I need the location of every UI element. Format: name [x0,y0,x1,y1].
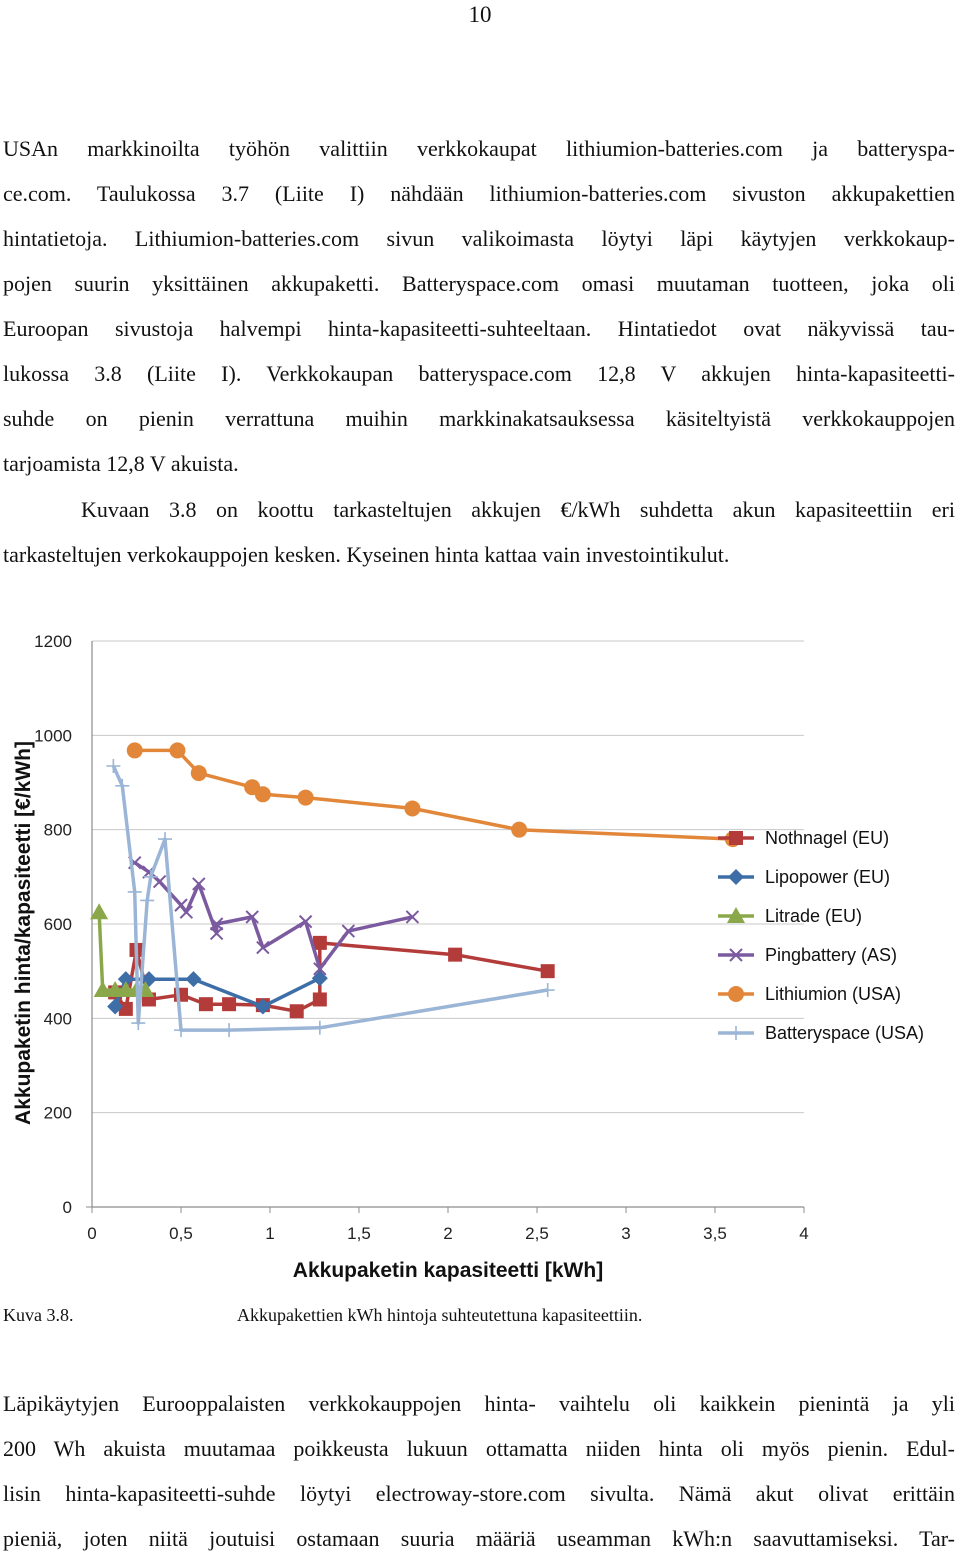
data-point-lipopower-eu [117,971,134,988]
series-line-batteryspace-usa [111,765,548,1032]
text-line: lisin hinta-kapasiteetti-suhde löytyi el… [3,1481,955,1506]
data-point-nothnagel-eu [289,1004,304,1019]
y-tick-label: 0 [63,1198,72,1217]
x-axis-title: Akkupaketin kapasiteetti [kWh] [293,1259,603,1282]
legend-marker-lipopower-eu [728,869,744,885]
x-tick-label: 2,5 [525,1224,549,1243]
page-number: 10 [468,2,492,27]
data-point-lipopower-eu [254,998,271,1015]
y-tick-label: 1200 [34,632,72,651]
text-line: pieniä, joten niitä joutuisi ostamaan su… [3,1526,955,1551]
caption-number: Kuva 3.8. [3,1305,74,1325]
data-point-nothnagel-eu [222,997,237,1012]
y-tick-label: 800 [44,821,72,840]
data-point-batteryspace-usa [540,983,555,998]
data-point-nothnagel-eu [312,992,327,1007]
data-point-nothnagel-eu [540,964,555,979]
paragraph-3: Läpikäytyjen Eurooppalaisten verkkokaupp… [3,1381,955,1561]
text-line: Läpikäytyjen Eurooppalaisten verkkokaupp… [3,1391,955,1416]
data-point-lipopower-eu [107,998,124,1015]
text-line: tarjoamista 12,8 V akuista. [3,451,239,476]
data-point-pingbattery-as [179,905,194,919]
data-point-lithiumion-usa [297,789,314,806]
data-point-pingbattery-as [256,940,270,955]
legend-marker-pingbattery-as [729,948,743,962]
legend-marker-nothnagel-eu [729,831,743,845]
data-point-batteryspace-usa [115,778,130,793]
paragraph-2: Kuvaan 3.8 on koottu tarkasteltujen akku… [3,487,955,577]
data-point-pingbattery-as [209,926,224,941]
caption-text: Akkupakettien kWh hintoja suhteutettuna … [237,1305,643,1325]
series-line-lithiumion-usa [134,748,733,841]
x-tick-label: 1 [265,1224,274,1243]
data-point-batteryspace-usa [127,884,142,899]
y-tick-label: 200 [44,1104,72,1123]
data-point-batteryspace-usa [157,832,172,847]
legend-label-pingbattery-as: Pingbattery (AS) [765,945,897,965]
data-point-pingbattery-as [192,877,206,891]
line-chart: 0 200 400 600 800 1000 1200 0 0,5 1 1,5 2 2,5 3 3,5 4 Ak… [12,632,924,1282]
text-line: 200 Wh akuista muutamaa poikkeusta lukuu… [3,1436,955,1461]
data-point-pingbattery-as [298,914,313,929]
data-point-litrade-eu [93,981,112,998]
x-tick-label: 0 [87,1224,96,1243]
data-point-batteryspace-usa [312,1020,327,1035]
text-line: suhde on pienin verrattuna muihin markki… [3,406,955,431]
data-point-nothnagel-eu [312,935,327,950]
series-line-pingbattery-as [133,861,413,971]
y-tick-label: 1000 [34,726,72,745]
text-line: ce.com. Taulukossa 3.7 (Liite I) nähdään… [3,181,955,206]
text-line: Euroopan sivustoja halvempi hinta-kapasi… [3,316,955,341]
data-point-lithiumion-usa [254,786,271,803]
data-point-pingbattery-as [174,898,188,912]
legend-label-litrade-eu: Litrade (EU) [765,906,862,926]
text-line: hintatietoja. Lithiumion-batteries.com s… [3,226,955,251]
legend-label-nothnagel-eu: Nothnagel (EU) [765,828,889,848]
data-point-pingbattery-as [209,917,224,931]
data-point-lithiumion-usa [169,742,186,759]
legend-label-batteryspace-usa: Batteryspace (USA) [765,1023,924,1043]
data-point-batteryspace-usa [143,869,158,884]
x-tick-label: 2 [443,1224,452,1243]
legend-label-lipopower-eu: Lipopower (EU) [765,867,890,887]
paragraph-1: USAn markkinoilta työhön valittiin verkk… [3,126,955,486]
text-line: Kuvaan 3.8 on koottu tarkasteltujen akku… [81,497,955,522]
data-point-batteryspace-usa [131,1016,146,1031]
legend-marker-litrade-eu [727,907,745,923]
x-tick-label: 3,5 [703,1224,727,1243]
x-tick-label: 0,5 [169,1224,193,1243]
data-point-nothnagel-eu [448,947,463,962]
data-point-batteryspace-usa [222,1023,237,1038]
data-point-batteryspace-usa [106,758,121,773]
data-point-nothnagel-eu [198,997,213,1012]
data-point-batteryspace-usa [140,893,155,908]
data-point-lipopower-eu [185,971,202,988]
legend-marker-batteryspace-usa [729,1026,743,1040]
x-tick-label: 3 [621,1224,630,1243]
legend-marker-lithiumion-usa [728,986,744,1002]
data-point-litrade-eu [90,903,109,920]
data-point-lipopower-eu [311,970,328,987]
data-point-lithiumion-usa [190,765,207,782]
text-line: USAn markkinoilta työhön valittiin verkk… [3,136,955,161]
data-point-pingbattery-as [313,962,327,976]
text-line: pojen suurin yksittäinen akkupaketti. Ba… [3,271,955,296]
legend-label-lithiumion-usa: Lithiumion (USA) [765,984,901,1004]
y-axis-title: Akkupaketin hinta/kapasiteetti [€/kWh] [12,741,35,1125]
data-point-lithiumion-usa [126,742,143,759]
data-point-lithiumion-usa [511,821,528,838]
text-line: lukossa 3.8 (Liite I). Verkkokaupan batt… [3,361,955,386]
x-tick-label: 4 [799,1224,808,1243]
data-point-pingbattery-as [245,910,259,924]
data-point-nothnagel-eu [118,1001,133,1016]
chart: 0 200 400 600 800 1000 1200 0 0,5 1 1,5 2 2,5 3 3,5 4 Ak… [0,610,960,1300]
y-tick-label: 600 [44,915,72,934]
data-point-lithiumion-usa [404,800,421,817]
x-tick-label: 1,5 [347,1224,371,1243]
y-tick-label: 400 [44,1009,72,1028]
text-line: tarkasteltujen verkokauppojen kesken. Ky… [3,542,730,567]
data-point-pingbattery-as [405,910,420,924]
data-point-pingbattery-as [341,924,356,938]
data-point-batteryspace-usa [174,1023,188,1038]
